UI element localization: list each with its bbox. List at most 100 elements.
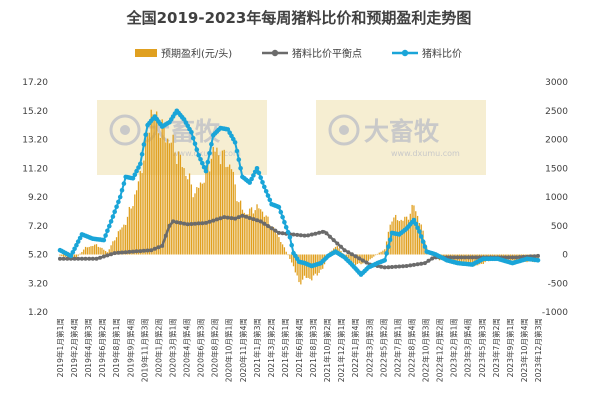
ratio-point — [282, 219, 287, 225]
ratio-point — [418, 234, 424, 239]
profit-bar — [345, 254, 348, 258]
profit-bar — [338, 248, 340, 255]
x-tick-label: 2019年11月第3周 — [139, 318, 149, 382]
breakeven-point — [401, 264, 405, 269]
profit-bar — [103, 249, 105, 255]
profit-bar — [261, 211, 264, 255]
profit-bar — [376, 253, 379, 255]
profit-bar — [227, 166, 229, 255]
ratio-point — [119, 188, 125, 193]
breakeven-point — [269, 226, 274, 231]
x-tick-label: 2019年2月第4周 — [69, 318, 79, 377]
ratio-point — [411, 217, 417, 223]
ratio-point — [417, 229, 422, 234]
breakeven-point — [116, 250, 121, 255]
ratio-point — [387, 237, 393, 243]
profit-bar — [176, 163, 178, 255]
breakeven-point — [426, 258, 431, 263]
x-tick-label: 2020年4月第4周 — [182, 318, 192, 377]
profit-bar — [179, 154, 182, 255]
profit-bar — [132, 206, 134, 255]
profit-bar — [413, 205, 415, 255]
profit-bar — [125, 224, 127, 255]
profit-bar — [145, 132, 147, 255]
profit-bar — [367, 254, 369, 261]
breakeven-point — [145, 248, 150, 253]
profit-bar — [250, 207, 253, 255]
profit-bar — [380, 251, 382, 255]
ratio-point — [382, 258, 388, 263]
profit-bar — [294, 254, 296, 273]
breakeven-point — [346, 250, 351, 255]
profit-bar — [75, 254, 78, 258]
ratio-point — [75, 239, 81, 244]
profit-bar — [99, 247, 101, 255]
breakeven-point — [90, 256, 95, 261]
breakeven-point — [240, 213, 245, 218]
x-tick-label: 2022年8月第4周 — [407, 318, 417, 377]
ratio-point — [422, 244, 428, 249]
profit-bar — [79, 253, 81, 255]
profit-bar — [287, 254, 289, 256]
ratio-point — [200, 160, 205, 166]
ratio-point — [384, 251, 389, 256]
watermark-url-left: www.dxumu.com — [172, 149, 241, 158]
x-tick-label: 2023年2月第1周 — [449, 318, 459, 377]
breakeven-point — [390, 265, 394, 269]
profit-bar — [369, 254, 371, 260]
chart-title: 全国2019-2023年每周猪料比价和预期盈利走势图 — [126, 9, 472, 27]
profit-bar — [269, 225, 271, 255]
profit-bar — [365, 254, 368, 262]
breakeven-point — [364, 260, 369, 265]
breakeven-point — [470, 255, 475, 260]
breakeven-point — [422, 261, 427, 266]
profit-bar — [292, 254, 295, 267]
breakeven-point — [98, 255, 103, 260]
profit-bar — [281, 244, 284, 255]
ratio-point — [263, 189, 269, 194]
profit-bar — [460, 254, 463, 265]
x-tick-label: 2019年6月第2周 — [97, 318, 107, 377]
ratio-point — [209, 141, 214, 147]
ratio-point — [189, 130, 194, 135]
breakeven-point — [280, 231, 285, 236]
profit-bar — [354, 254, 357, 266]
ratio-point — [203, 168, 209, 174]
x-tick-label: 2019年4月第3周 — [83, 318, 93, 377]
breakeven-point — [94, 256, 99, 261]
profit-bar — [199, 182, 202, 255]
profit-bar — [398, 221, 400, 255]
ratio-point — [278, 209, 284, 215]
profit-bar — [232, 171, 234, 255]
x-tick-label: 2023年10月第4周 — [519, 318, 529, 382]
profit-bar — [265, 215, 267, 255]
x-tick-label: 2021年10月第2周 — [322, 318, 332, 382]
profit-bar — [285, 251, 287, 255]
breakeven-point — [244, 214, 249, 219]
breakeven-point — [510, 255, 515, 260]
profit-bar — [371, 254, 373, 259]
ratio-point — [249, 176, 254, 182]
ratio-point — [112, 209, 117, 214]
breakeven-point — [131, 249, 135, 254]
profit-bar — [198, 187, 200, 255]
breakeven-point — [149, 248, 154, 253]
x-tick-label: 2023年9月第1周 — [505, 318, 515, 377]
ratio-point — [386, 244, 391, 249]
y-axis-left: 1.20 3.20 5.20 7.20 9.20 11.20 13.20 15.20 17.20 — [22, 78, 48, 318]
ratio-point — [260, 180, 265, 185]
y-right-tick-label: 1500 — [545, 164, 568, 174]
legend-marker-ratio — [401, 49, 409, 57]
profit-bar — [349, 254, 351, 261]
breakeven-point — [415, 262, 420, 267]
legend-label-breakeven: 猪料比价平衡点 — [292, 47, 362, 60]
ratio-point — [196, 153, 201, 158]
x-tick-label: 2023年7月第2周 — [491, 318, 501, 377]
x-tick-label: 2021年1月第3周 — [252, 318, 262, 377]
profit-bar — [170, 142, 172, 255]
breakeven-point — [382, 265, 387, 270]
profit-bar — [280, 242, 282, 255]
profit-bar — [156, 111, 158, 255]
breakeven-point — [255, 218, 259, 223]
breakeven-point — [233, 216, 238, 221]
